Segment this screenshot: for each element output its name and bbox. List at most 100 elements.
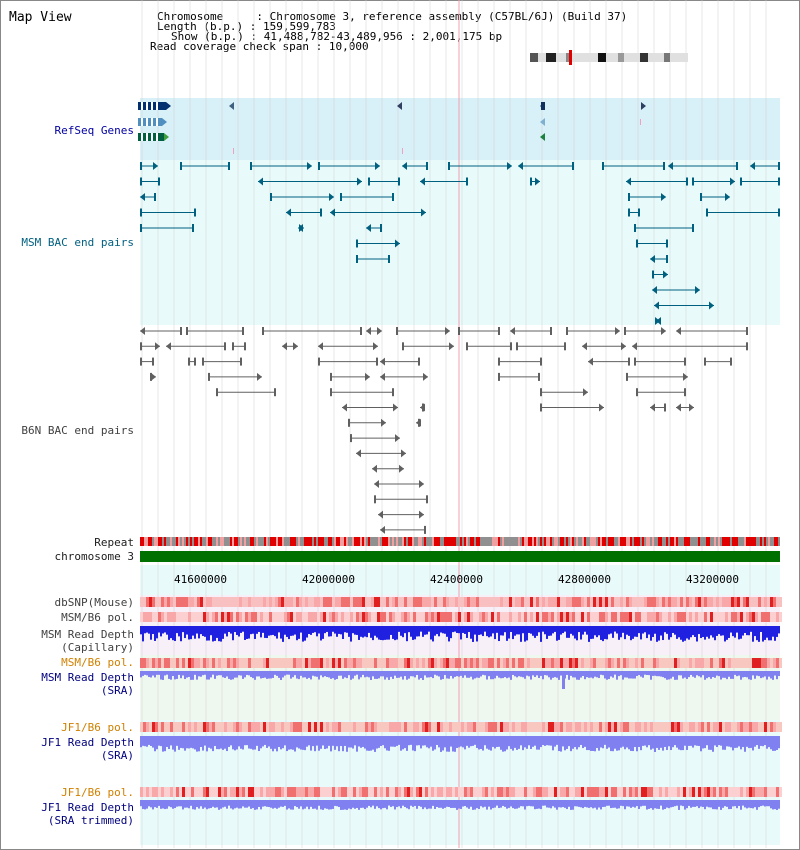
depth-bar <box>722 671 724 678</box>
depth-bar <box>346 800 348 810</box>
depth-bar <box>530 736 532 749</box>
depth-bar <box>142 626 144 642</box>
repeat-element <box>618 537 620 546</box>
repeat-element <box>282 537 284 546</box>
depth-bar <box>390 736 392 747</box>
depth-bar <box>622 671 624 680</box>
depth-bar <box>350 671 352 680</box>
heat-cell <box>383 597 386 607</box>
depth-bar <box>766 671 768 680</box>
gene-strand-arrow <box>540 118 545 126</box>
heat-cell <box>437 597 440 607</box>
depth-bar <box>610 671 612 677</box>
repeat-element <box>352 537 354 546</box>
heat-cell <box>389 722 392 732</box>
heat-cell <box>545 787 548 797</box>
bac-end-tick <box>202 357 204 366</box>
depth-bar <box>326 671 328 677</box>
heat-cell <box>413 787 416 797</box>
heat-cell <box>527 722 530 732</box>
heat-cell <box>698 787 701 797</box>
heat-cell <box>209 612 212 622</box>
heat-cell <box>572 658 575 668</box>
depth-bar <box>540 800 542 810</box>
depth-bar <box>602 626 604 642</box>
depth-bar <box>480 626 482 635</box>
depth-bar <box>236 671 238 678</box>
bac-end-tick <box>250 162 252 170</box>
heat-cell <box>524 612 527 622</box>
repeat-element <box>726 537 728 546</box>
depth-bar <box>574 671 576 678</box>
heat-cell <box>482 722 485 732</box>
depth-bar <box>684 671 686 678</box>
depth-bar <box>366 671 368 677</box>
heat-cell <box>605 597 608 607</box>
depth-bar <box>770 626 772 641</box>
heat-cell <box>305 658 308 668</box>
track-label-msm-bac[interactable]: MSM BAC end pairs <box>21 236 134 249</box>
heat-cell <box>545 612 548 622</box>
depth-bar <box>686 626 688 639</box>
depth-bar <box>436 736 438 745</box>
depth-bar <box>714 800 716 810</box>
repeat-element <box>688 537 690 546</box>
depth-bar <box>578 800 580 807</box>
depth-bar <box>186 671 188 678</box>
heat-cell <box>431 597 434 607</box>
bac-end-tick <box>746 342 748 351</box>
depth-bar <box>288 736 290 750</box>
track-label-b6n-bac[interactable]: B6N BAC end pairs <box>21 424 134 437</box>
depth-bar <box>312 671 314 676</box>
depth-bar <box>698 626 700 635</box>
heat-cell <box>230 722 233 732</box>
repeat-element <box>306 537 308 546</box>
depth-bar <box>502 626 504 636</box>
depth-bar <box>640 626 642 640</box>
depth-bar <box>524 626 526 642</box>
heat-cell <box>248 597 251 607</box>
depth-bar <box>778 800 780 809</box>
depth-bar <box>618 800 620 809</box>
heat-cell <box>158 658 161 668</box>
depth-bar <box>234 671 236 678</box>
heat-cell <box>242 597 245 607</box>
depth-bar <box>272 736 274 752</box>
track-label-refseq[interactable]: RefSeq Genes <box>54 124 134 137</box>
depth-bar <box>144 671 146 675</box>
depth-bar <box>758 671 760 677</box>
heat-cell <box>452 612 455 622</box>
heat-cell <box>146 612 149 622</box>
repeat-element <box>470 537 472 546</box>
heat-cell <box>581 722 584 732</box>
depth-bar <box>264 671 266 678</box>
depth-bar <box>356 800 358 808</box>
repeat-element <box>322 537 324 546</box>
repeat-element <box>386 537 388 546</box>
depth-bar <box>608 626 610 635</box>
depth-bar <box>582 800 584 809</box>
heat-cell <box>743 722 746 732</box>
depth-bar <box>262 800 264 807</box>
gene-exon-gap <box>151 118 153 126</box>
depth-bar <box>166 671 168 675</box>
depth-bar <box>472 800 474 810</box>
depth-bar <box>762 736 764 747</box>
depth-bar <box>222 736 224 750</box>
repeat-element <box>494 537 496 546</box>
heat-cell <box>647 612 650 622</box>
depth-bar <box>552 800 554 807</box>
bac-end-tick <box>692 224 694 232</box>
bac-end-tick <box>692 177 694 186</box>
depth-bar <box>600 626 602 640</box>
depth-bar <box>334 800 336 806</box>
depth-bar <box>626 736 628 748</box>
heat-cell <box>155 612 158 622</box>
depth-bar <box>268 736 270 747</box>
depth-bar <box>432 626 434 642</box>
depth-bar <box>742 626 744 636</box>
heat-cell <box>185 722 188 732</box>
depth-bar <box>256 800 258 810</box>
depth-bar <box>612 671 614 678</box>
